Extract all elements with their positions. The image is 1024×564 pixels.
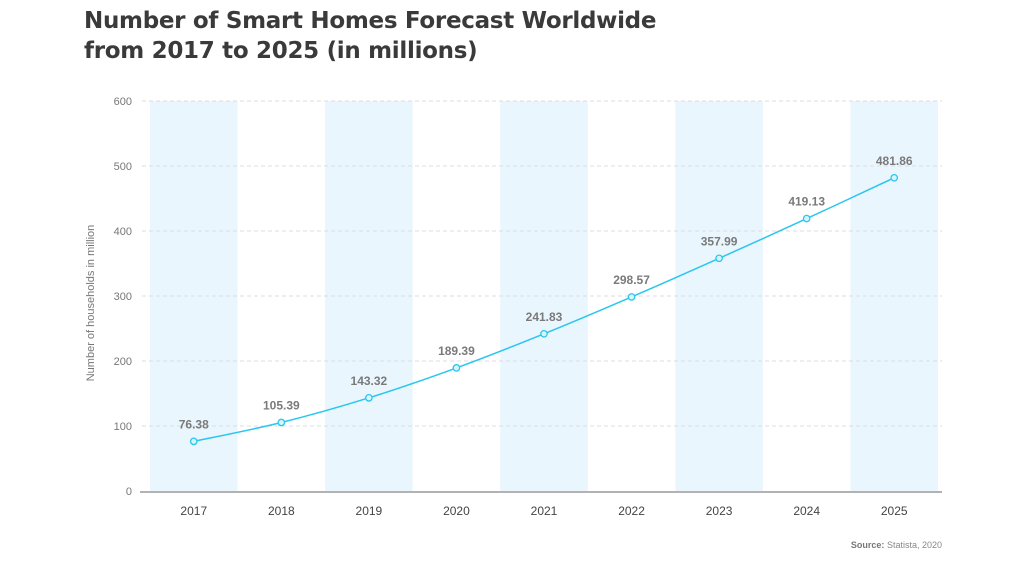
data-label: 298.57 [613, 273, 650, 287]
data-point [890, 173, 899, 182]
x-tick-label: 2017 [180, 504, 207, 518]
data-point [277, 418, 286, 427]
y-tick-label: 600 [114, 96, 132, 108]
source-value: Statista, 2020 [886, 540, 942, 550]
data-label: 419.13 [788, 195, 825, 209]
x-tick-label: 2020 [443, 504, 470, 518]
data-point [627, 293, 636, 301]
y-tick-label: 0 [126, 486, 132, 498]
y-tick-label: 400 [114, 226, 132, 238]
x-tick-label: 2021 [531, 504, 558, 518]
data-label: 143.32 [351, 374, 388, 388]
data-point [189, 437, 198, 446]
data-point [540, 329, 548, 338]
data-label: 481.86 [876, 154, 913, 168]
y-tick-label: 100 [114, 421, 132, 433]
data-point [365, 393, 373, 402]
y-tick-label: 200 [114, 356, 132, 368]
x-tick-label: 2024 [793, 504, 820, 518]
chart-title: Number of Smart Homes Forecast Worldwide… [84, 6, 656, 66]
data-label: 357.99 [701, 234, 738, 248]
y-tick-label: 300 [114, 291, 132, 303]
source-label: Source: [850, 540, 885, 550]
x-tick-label: 2018 [268, 504, 295, 518]
x-tick-label: 2019 [356, 504, 383, 518]
source-note: Source: Statista, 2020 [851, 540, 942, 550]
chart-title-line-1: Number of Smart Homes Forecast Worldwide [84, 8, 657, 34]
data-label: 76.38 [179, 417, 209, 431]
data-label: 189.39 [438, 344, 475, 358]
x-tick-label: 2025 [881, 504, 908, 518]
y-axis-title: Number of households in million [85, 225, 97, 382]
data-point [715, 254, 723, 263]
data-label: 241.83 [526, 310, 563, 324]
x-tick-label: 2023 [706, 504, 733, 518]
data-point [452, 364, 461, 372]
data-label: 105.39 [263, 398, 300, 412]
data-point [802, 214, 811, 223]
chart-title-line-2: from 2017 to 2025 (in millions) [84, 38, 478, 64]
y-tick-label: 500 [114, 161, 132, 173]
x-tick-label: 2022 [618, 504, 645, 518]
